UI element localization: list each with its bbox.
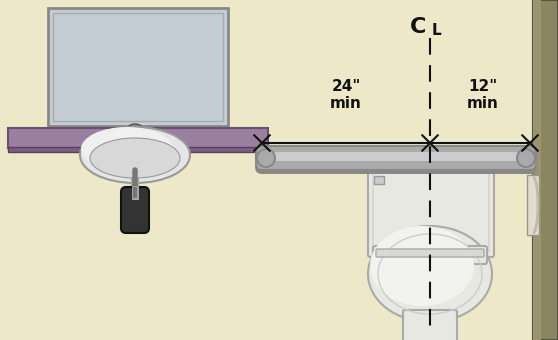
Bar	[374, 176, 384, 184]
Bar	[533, 0, 558, 340]
Circle shape	[257, 149, 275, 167]
Bar	[8, 147, 268, 152]
Ellipse shape	[370, 226, 474, 306]
Circle shape	[517, 149, 535, 167]
Ellipse shape	[80, 127, 190, 183]
Text: 12"
min: 12" min	[467, 79, 499, 111]
Bar	[527, 175, 539, 235]
Text: C: C	[410, 17, 426, 37]
Ellipse shape	[368, 226, 492, 322]
Ellipse shape	[128, 124, 142, 132]
Ellipse shape	[81, 127, 173, 171]
FancyBboxPatch shape	[256, 146, 536, 170]
FancyBboxPatch shape	[373, 246, 487, 264]
FancyBboxPatch shape	[262, 152, 530, 161]
Bar	[48, 8, 228, 126]
FancyBboxPatch shape	[255, 146, 537, 174]
Text: L: L	[432, 23, 441, 38]
FancyBboxPatch shape	[403, 310, 457, 340]
Bar	[8, 128, 268, 148]
Ellipse shape	[90, 138, 180, 178]
FancyBboxPatch shape	[368, 163, 494, 257]
FancyBboxPatch shape	[129, 127, 141, 143]
FancyBboxPatch shape	[376, 249, 484, 257]
FancyBboxPatch shape	[121, 187, 149, 233]
Text: 24"
min: 24" min	[330, 79, 362, 111]
Bar	[533, 0, 541, 340]
Bar	[53, 13, 223, 121]
